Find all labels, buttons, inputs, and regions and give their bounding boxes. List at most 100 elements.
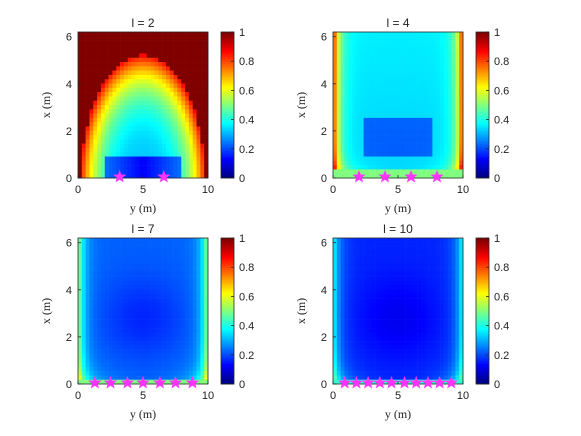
- heatmap-cell: [436, 345, 441, 350]
- heatmap-cell: [173, 83, 178, 89]
- x-tick-label: 0: [75, 184, 81, 196]
- heatmap-cell: [443, 87, 448, 93]
- heatmap-cell: [333, 165, 338, 170]
- heatmap-cell: [428, 289, 433, 295]
- heatmap-cell: [344, 306, 349, 312]
- heatmap-cell: [352, 113, 357, 119]
- heatmap-cell: [78, 143, 83, 149]
- heatmap-cell: [188, 100, 193, 106]
- heatmap-cell: [97, 74, 102, 80]
- heatmap-cell: [97, 173, 102, 179]
- heatmap-cell: [405, 139, 410, 144]
- heatmap-cell: [405, 246, 410, 252]
- heatmap-cell: [432, 246, 437, 252]
- heatmap-cell: [440, 147, 445, 153]
- heatmap-cell: [81, 379, 86, 385]
- heatmap-cell: [432, 113, 437, 119]
- heatmap-cell: [158, 319, 163, 325]
- heatmap-cell: [440, 268, 445, 273]
- heatmap-cell: [89, 319, 94, 325]
- heatmap-cell: [405, 242, 410, 247]
- heatmap-cell: [371, 139, 376, 144]
- heatmap-cell: [424, 246, 429, 252]
- heatmap-cell: [417, 293, 422, 299]
- heatmap-cell: [455, 366, 460, 372]
- heatmap-cell: [89, 130, 94, 136]
- heatmap-cell: [146, 332, 151, 338]
- heatmap-cell: [112, 156, 117, 162]
- heatmap-cell: [424, 298, 429, 303]
- heatmap-cell: [135, 349, 140, 355]
- heatmap-cell: [123, 250, 128, 256]
- heatmap-cell: [428, 371, 433, 376]
- colorbar-step: [476, 84, 489, 88]
- heatmap-cell: [371, 280, 376, 286]
- star-marker: [349, 375, 364, 389]
- heatmap-cell: [81, 117, 86, 123]
- heatmap-cell: [131, 100, 136, 106]
- heatmap-cell: [424, 336, 429, 342]
- heatmap-cell: [173, 160, 178, 166]
- heatmap-cell: [382, 105, 387, 110]
- heatmap-cell: [162, 328, 167, 333]
- heatmap-cell: [420, 306, 426, 312]
- heatmap-cell: [196, 40, 201, 46]
- heatmap-cell: [127, 74, 132, 80]
- heatmap-cell: [409, 349, 414, 355]
- heatmap-cell: [116, 250, 121, 256]
- heatmap-cell: [112, 353, 117, 359]
- heatmap-cell: [185, 105, 190, 110]
- heatmap-cell: [371, 152, 376, 157]
- heatmap-cell: [420, 74, 426, 80]
- colorbar-step: [221, 283, 234, 287]
- heatmap-cell: [135, 345, 140, 350]
- heatmap-cell: [143, 147, 148, 153]
- heatmap-cell: [405, 315, 410, 320]
- heatmap-cell: [97, 349, 102, 355]
- heatmap-cell: [85, 165, 90, 170]
- heatmap-cell: [85, 152, 90, 157]
- heatmap-cell: [116, 336, 121, 342]
- heatmap-cell: [390, 122, 395, 127]
- heatmap-cell: [440, 276, 445, 282]
- heatmap-cell: [146, 263, 151, 269]
- heatmap-cell: [139, 280, 144, 286]
- colorbar-step: [221, 89, 234, 92]
- heatmap-cell: [382, 117, 387, 123]
- heatmap-cell: [100, 319, 106, 325]
- heatmap-cell: [344, 276, 349, 282]
- heatmap-cell: [143, 311, 148, 316]
- heatmap-cell: [81, 332, 86, 338]
- heatmap-cell: [181, 272, 186, 277]
- heatmap-cell: [348, 87, 353, 93]
- heatmap-cell: [336, 57, 341, 63]
- star-marker: [430, 169, 444, 183]
- star-marker: [112, 169, 127, 183]
- heatmap-cell: [169, 366, 174, 372]
- heatmap-cell: [371, 105, 376, 110]
- heatmap-cell: [100, 366, 106, 372]
- heatmap-cell: [158, 328, 163, 333]
- heatmap-cell: [401, 259, 406, 265]
- heatmap-cell: [81, 276, 86, 282]
- heatmap-cell: [78, 165, 83, 170]
- heatmap-cell: [394, 53, 399, 59]
- heatmap-cell: [120, 328, 125, 333]
- heatmap-cell: [93, 152, 98, 157]
- heatmap-cell: [436, 238, 441, 243]
- heatmap-cell: [355, 135, 361, 140]
- heatmap-cell: [100, 79, 106, 84]
- heatmap-cell: [177, 358, 182, 363]
- heatmap-cell: [440, 358, 445, 363]
- heatmap-cell: [378, 160, 383, 166]
- y-tick-label: 0: [321, 173, 327, 185]
- heatmap-cell: [417, 66, 422, 71]
- heatmap-cell: [348, 165, 353, 170]
- heatmap-cell: [390, 135, 395, 140]
- heatmap-cell: [116, 147, 121, 153]
- colorbar-step: [476, 32, 489, 35]
- heatmap-cell: [386, 62, 391, 67]
- heatmap-cell: [89, 336, 94, 342]
- heatmap-cell: [386, 315, 391, 320]
- heatmap-cell: [181, 263, 186, 269]
